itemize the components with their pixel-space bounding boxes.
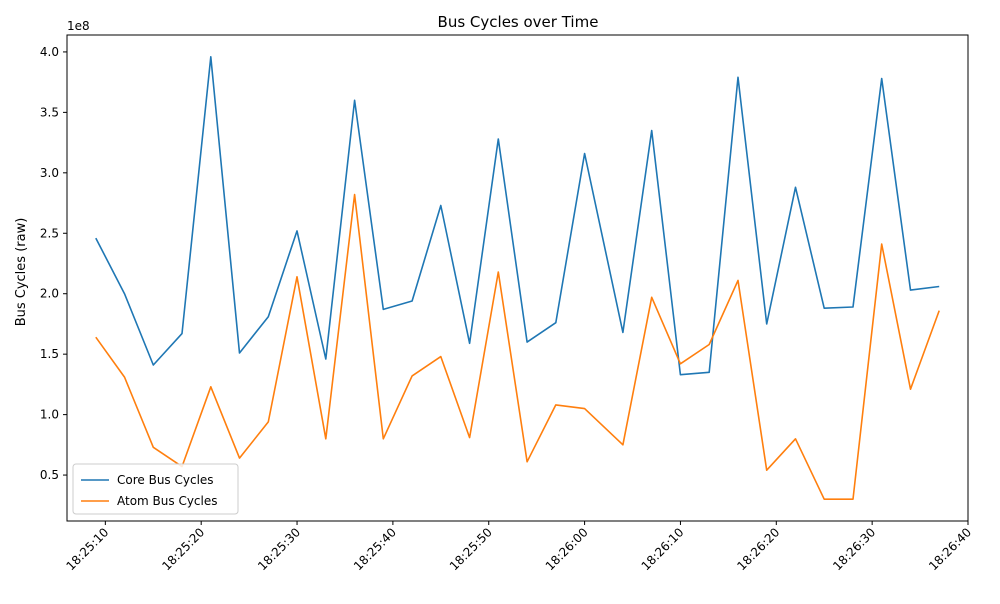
y-tick-label: 3.5 — [40, 105, 59, 119]
y-tick-label: 4.0 — [40, 45, 59, 59]
series-line-core — [95, 55, 940, 376]
y-tick-label: 1.5 — [40, 347, 59, 361]
x-tick-label: 18:25:40 — [351, 525, 399, 573]
x-tick-label: 18:25:50 — [447, 525, 495, 573]
x-tick-label: 18:26:00 — [543, 525, 591, 573]
x-tick-label: 18:25:20 — [159, 525, 207, 573]
series-line-atom — [95, 193, 940, 501]
y-tick-label: 3.0 — [40, 166, 59, 180]
x-tick-label: 18:26:30 — [830, 525, 878, 573]
x-tick-label: 18:25:10 — [63, 525, 111, 573]
legend: Core Bus Cycles Atom Bus Cycles — [72, 463, 239, 515]
legend-label-core: Core Bus Cycles — [117, 473, 214, 487]
y-tick-label: 0.5 — [40, 468, 59, 482]
legend-box — [72, 463, 239, 515]
legend-label-atom: Atom Bus Cycles — [117, 494, 218, 508]
x-tick-label: 18:25:30 — [255, 525, 303, 573]
y-offset-label: 1e8 — [67, 19, 90, 33]
y-tick-label: 1.0 — [40, 408, 59, 422]
x-tick-label: 18:26:10 — [639, 525, 687, 573]
x-tick-label: 18:26:40 — [926, 525, 974, 573]
y-axis-label: Bus Cycles (raw) — [14, 218, 29, 327]
x-tick-label: 18:26:20 — [734, 525, 782, 573]
plot-area — [95, 55, 940, 501]
axes-frame — [66, 34, 969, 522]
y-tick-label: 2.0 — [40, 287, 59, 301]
y-tick-label: 2.5 — [40, 226, 59, 240]
chart-title: Bus Cycles over Time — [438, 13, 599, 31]
